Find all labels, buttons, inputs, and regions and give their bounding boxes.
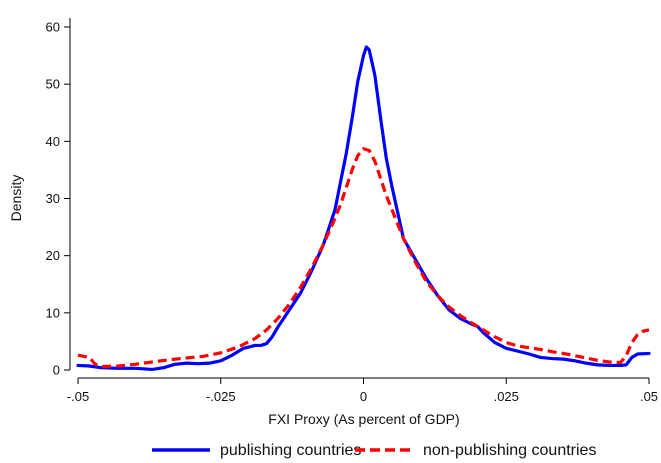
series-line-publishing [76,45,651,372]
y-ticks: 0 10 20 30 40 50 60 [46,20,70,378]
series-layer [76,45,651,372]
legend-label-non-publishing: non-publishing countries [423,442,596,459]
x-tick-label: 0 [360,389,367,404]
y-tick-label: 50 [46,77,60,92]
x-tick-label: -.025 [206,389,236,404]
y-tick-label: 40 [46,134,60,149]
x-axis-title: FXI Proxy (As percent of GDP) [268,411,459,427]
legend: publishing countries non-publishing count… [152,442,596,459]
series-line-non-publishing [77,147,650,369]
y-tick-label: 20 [46,248,60,263]
x-ticks: -.05 -.025 0 .025 .05 [67,378,658,404]
y-tick-label: 30 [46,191,60,206]
legend-label-publishing: publishing countries [220,442,361,459]
x-tick-label: -.05 [67,389,89,404]
x-tick-label: .05 [640,389,658,404]
y-tick-label: 0 [53,363,60,378]
y-axis-title: Density [8,175,24,222]
x-axis: -.05 -.025 0 .025 .05 [67,377,658,404]
x-tick-label: .025 [494,389,519,404]
y-tick-label: 10 [46,305,60,320]
y-axis: 0 10 20 30 40 50 60 [46,18,71,378]
y-tick-label: 60 [46,20,60,35]
